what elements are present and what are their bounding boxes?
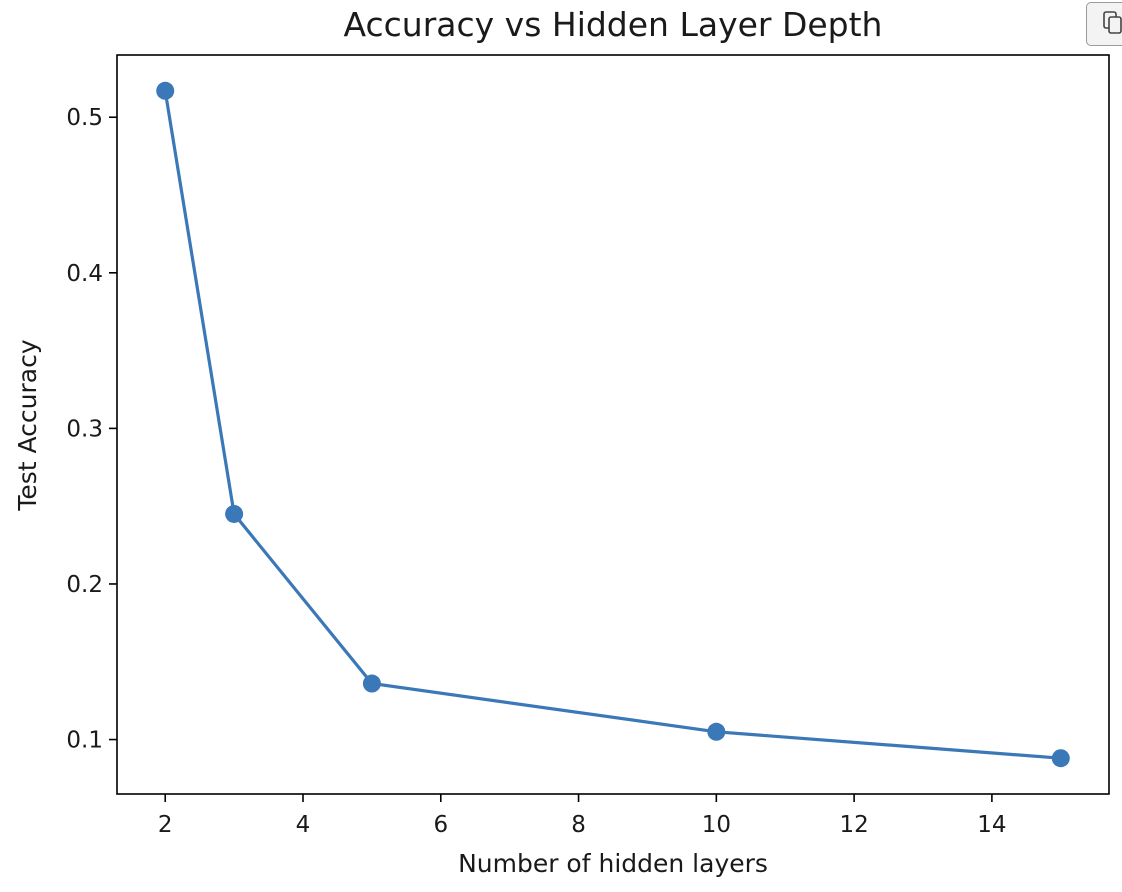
y-tick-label: 0.5 — [66, 105, 103, 131]
y-tick-label: 0.2 — [66, 572, 103, 598]
data-point — [1051, 749, 1070, 768]
x-axis-label: Number of hidden layers — [458, 849, 768, 878]
data-point — [225, 504, 244, 523]
data-point — [156, 81, 175, 100]
y-tick-label: 0.3 — [66, 416, 103, 442]
x-tick-label: 2 — [158, 812, 173, 838]
copy-icon — [1103, 11, 1122, 34]
data-point — [362, 674, 381, 693]
x-tick-label: 6 — [433, 812, 448, 838]
copy-button[interactable] — [1086, 2, 1122, 46]
x-tick-label: 4 — [296, 812, 311, 838]
y-tick-label: 0.4 — [66, 261, 103, 287]
plot-area — [156, 81, 1070, 768]
y-tick-label: 0.1 — [66, 728, 103, 754]
x-axis-ticks: 2 4 6 8 10 12 14 — [158, 794, 1007, 838]
chart-title: Accuracy vs Hidden Layer Depth — [344, 5, 883, 44]
y-axis-label: Test Accuracy — [13, 339, 42, 512]
series-line — [163, 90, 1061, 760]
x-tick-label: 14 — [977, 812, 1006, 838]
x-tick-label: 12 — [839, 812, 868, 838]
data-point — [707, 722, 726, 741]
x-tick-label: 8 — [571, 812, 586, 838]
y-axis-ticks: 0.1 0.2 0.3 0.4 0.5 — [66, 105, 117, 754]
x-tick-label: 10 — [702, 812, 731, 838]
plot-frame — [116, 54, 1110, 795]
